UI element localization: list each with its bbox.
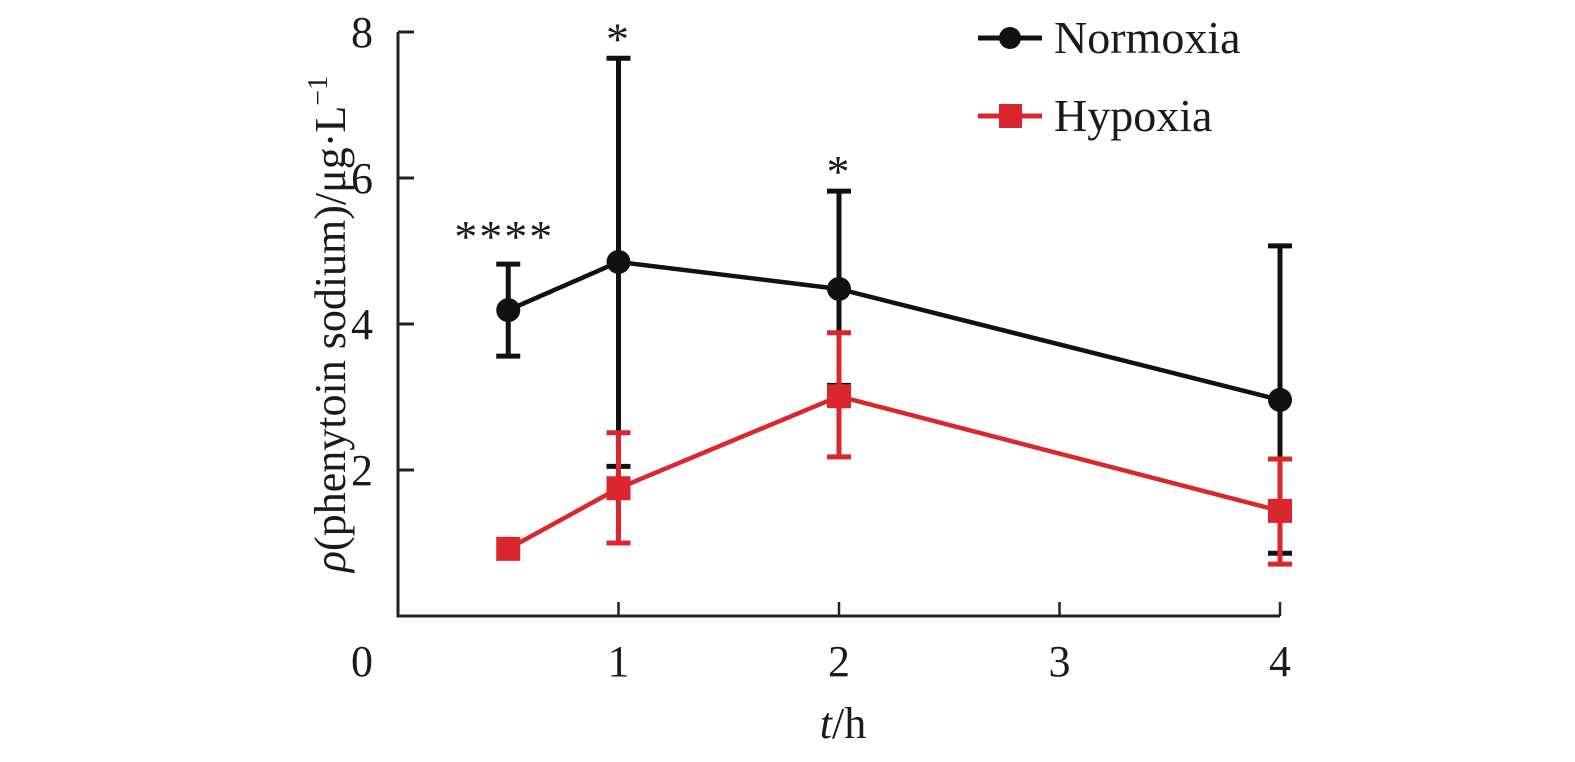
x-tick-label: 1 [608, 637, 630, 686]
x-tick-label: 2 [828, 637, 850, 686]
significance-marker: **** [454, 211, 554, 262]
data-point [606, 249, 631, 274]
data-point [827, 384, 851, 409]
x-tick-label: 3 [1049, 637, 1071, 686]
series-line [507, 394, 1281, 551]
series-hypoxia [496, 330, 1292, 567]
y-axis-label-superscript: −1 [303, 76, 334, 106]
y-axis-label-italic: ρ [306, 551, 355, 574]
x-axis-label-unit: /h [832, 699, 866, 748]
significance-marker: * [606, 13, 631, 64]
data-point [606, 476, 631, 501]
annotations: ****** [454, 13, 852, 262]
x-axis-label: t/h [820, 699, 866, 748]
series-line [507, 259, 1281, 403]
y-axis-label-text: (phenytoin sodium)/μg·L [306, 106, 355, 551]
legend-label: Hypoxia [1054, 90, 1212, 141]
legend-marker-square [999, 104, 1022, 128]
x-axis-label-italic: t [820, 699, 834, 748]
data-point [496, 536, 521, 561]
data-point [827, 276, 851, 301]
y-tick-label: 6 [351, 154, 373, 203]
legend-item-hypoxia: Hypoxia [978, 90, 1212, 141]
y-axis-label: ρ(phenytoin sodium)/μg·L−1 [303, 76, 355, 574]
axes: 2 4 6 8 0 1 2 3 4 [351, 8, 1291, 686]
legend-label: Normoxia [1054, 12, 1241, 63]
x-tick-label: 4 [1269, 637, 1291, 686]
y-tick-label: 4 [351, 300, 373, 349]
y-tick-label: 2 [351, 446, 373, 495]
data-point [496, 298, 521, 323]
data-point [1268, 387, 1292, 412]
legend: Normoxia Hypoxia [978, 12, 1241, 141]
x-tick-label: 0 [351, 637, 373, 686]
series-layer [496, 55, 1292, 567]
legend-item-normoxia: Normoxia [978, 12, 1241, 63]
y-tick-label: 8 [351, 8, 373, 57]
legend-marker-circle [999, 27, 1021, 49]
data-point [1268, 498, 1292, 523]
significance-marker: * [827, 146, 852, 197]
